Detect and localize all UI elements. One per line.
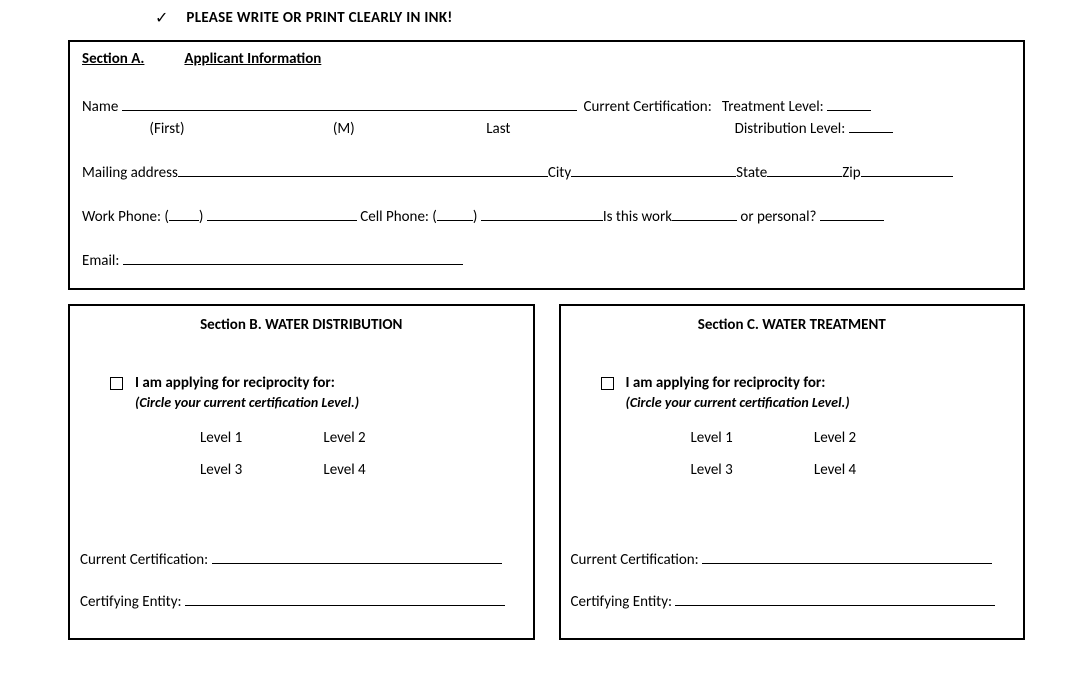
section-b-apply-text: I am applying for reciprocity for: [135,374,335,392]
mailing-row: Mailing address City State Zip [82,162,1011,182]
city-blank[interactable] [571,162,736,177]
section-b-circle-note: (Circle your current certification Level… [135,394,523,411]
cell-phone-blank[interactable] [481,206,603,221]
section-b-certifying-entity-label: Certifying Entity: [80,593,182,611]
section-a-title: Applicant Information [184,50,321,68]
work-blank[interactable] [672,206,737,221]
section-c-cert-lines: Current Certification: Certifying Entity… [571,549,1014,611]
personal-blank[interactable] [820,206,884,221]
cell-phone-close: ) [473,208,478,226]
state-label: State [736,164,767,182]
section-b-certifying-entity-blank[interactable] [185,591,505,606]
section-c-levels: Level 1 Level 2 Level 3 Level 4 [691,429,1014,479]
work-phone-close: ) [199,208,204,226]
distribution-level-blank[interactable] [849,118,893,133]
section-c-apply: I am applying for reciprocity for: (Circ… [601,374,1014,411]
is-this-work: Is this work [603,208,672,226]
section-b-cert-lines: Current Certification: Certifying Entity… [80,549,523,611]
name-label: Name [82,98,118,116]
work-phone-blank[interactable] [207,206,357,221]
section-a-header: Section A. Applicant Information [82,50,1011,68]
email-label: Email: [82,252,119,270]
section-a-label: Section A. [82,50,144,68]
cell-area-blank[interactable] [437,206,473,221]
section-c-apply-text: I am applying for reciprocity for: [626,374,826,392]
distribution-level-label: Distribution Level: [735,120,846,138]
section-c-certifying-entity-blank[interactable] [675,591,995,606]
or-personal: or personal? [740,208,816,226]
section-a-box: Section A. Applicant Information Name Cur… [68,40,1025,290]
cell-phone-label: Cell Phone: ( [360,208,437,226]
mailing-blank[interactable] [178,162,548,177]
section-b-levels: Level 1 Level 2 Level 3 Level 4 [200,429,523,479]
section-b-current-cert-blank[interactable] [212,549,502,564]
name-first: (First) [149,120,329,138]
city-label: City [548,164,571,182]
name-row: Name Current Certification: Treatment Le… [82,96,1011,116]
section-c-current-cert-blank[interactable] [702,549,992,564]
zip-label: Zip [842,164,860,182]
section-c-level2[interactable]: Level 2 [814,429,934,447]
current-cert-label: Current Certification: [584,98,712,116]
section-c-level1[interactable]: Level 1 [691,429,811,447]
state-blank[interactable] [767,162,842,177]
section-b-level3[interactable]: Level 3 [200,461,320,479]
treatment-level-label: Treatment Level: [722,98,824,116]
email-blank[interactable] [123,250,463,265]
section-c-circle-note: (Circle your current certification Level… [626,394,1014,411]
zip-blank[interactable] [861,162,953,177]
section-c-current-cert-label: Current Certification: [571,551,699,569]
instruction-text: PLEASE WRITE OR PRINT CLEARLY IN INK! [186,9,452,27]
section-b-level2[interactable]: Level 2 [323,429,443,447]
checkmark-icon: ✓ [155,8,168,28]
section-c-level3[interactable]: Level 3 [691,461,811,479]
name-blank[interactable] [122,96,577,111]
section-c-box: Section C. WATER TREATMENT I am applying… [559,304,1026,640]
name-m: (M) [333,120,483,138]
section-b-apply: I am applying for reciprocity for: (Circ… [110,374,523,411]
name-sublabels: (First) (M) Last Distribution Level: [94,118,1011,138]
email-row: Email: [82,250,1011,270]
section-b-level4[interactable]: Level 4 [323,461,443,479]
section-b-box: Section B. WATER DISTRIBUTION I am apply… [68,304,535,640]
section-b-level1[interactable]: Level 1 [200,429,320,447]
work-area-blank[interactable] [169,206,199,221]
top-instruction: ✓ PLEASE WRITE OR PRINT CLEARLY IN INK! [155,8,1080,28]
section-b-header: Section B. WATER DISTRIBUTION [80,316,523,334]
section-b-checkbox[interactable] [110,377,123,390]
treatment-level-blank[interactable] [827,96,871,111]
section-c-level4[interactable]: Level 4 [814,461,934,479]
section-c-checkbox[interactable] [601,377,614,390]
phone-row: Work Phone: () Cell Phone: () Is this wo… [82,206,1011,226]
columns: Section B. WATER DISTRIBUTION I am apply… [68,304,1025,640]
work-phone-label: Work Phone: ( [82,208,169,226]
name-last: Last [486,120,731,138]
section-b-current-cert-label: Current Certification: [80,551,208,569]
mailing-label: Mailing address [82,164,178,182]
section-c-header: Section C. WATER TREATMENT [571,316,1014,334]
section-c-certifying-entity-label: Certifying Entity: [571,593,673,611]
